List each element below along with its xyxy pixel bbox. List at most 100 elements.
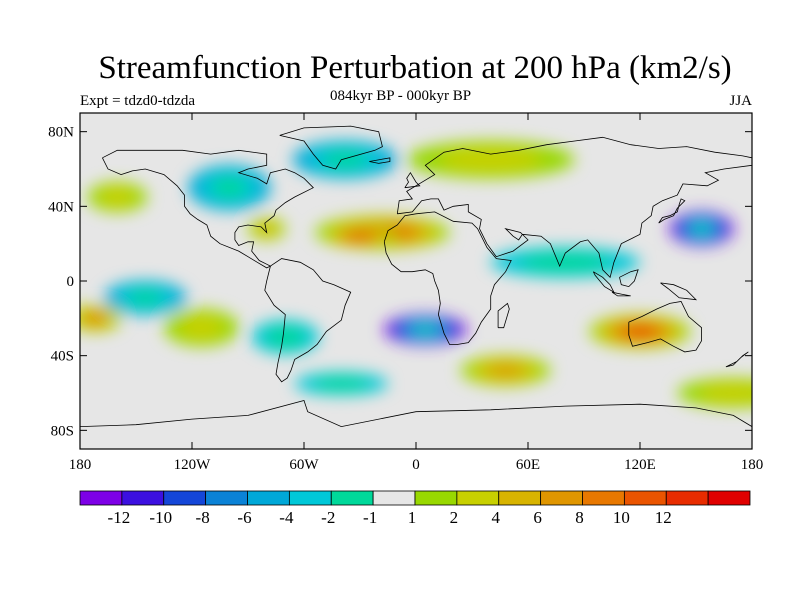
coastline-segment — [102, 149, 314, 269]
anomaly-south-indian-ocean-high — [460, 355, 551, 386]
colorbar-swatch — [582, 490, 625, 506]
lon-tick-label: 0 — [412, 457, 420, 473]
colorbar-swatch — [623, 490, 667, 506]
colorbar-swatch — [163, 490, 207, 506]
anomaly-level — [127, 290, 164, 306]
coastline-segment — [80, 400, 752, 428]
anomaly-level — [352, 233, 368, 239]
colorbar-label: 6 — [533, 508, 542, 527]
colorbar-swatch — [372, 490, 416, 506]
colorbar-label: -1 — [363, 508, 377, 527]
colorbar-swatch — [330, 490, 374, 506]
anomaly-south-america-low — [251, 320, 319, 354]
colorbar-swatch — [247, 490, 290, 506]
colorbar-swatch — [79, 490, 123, 506]
colorbar-swatch — [498, 490, 542, 506]
coastline-segment — [725, 351, 749, 368]
lat-tick-label: 80S — [51, 423, 74, 439]
colorbar-label: -4 — [279, 508, 294, 527]
lat-tick-label: 0 — [67, 274, 75, 290]
anomaly-level — [438, 148, 543, 172]
colorbar-label: 10 — [613, 508, 630, 527]
lon-tick-label: 60E — [516, 457, 540, 473]
coastline-segment — [658, 198, 686, 224]
lon-tick-label: 120E — [624, 457, 656, 473]
lon-tick-label: 180 — [69, 457, 92, 473]
coastline-segment — [279, 125, 383, 170]
experiment-label: Expt = tdzd0-tdzda — [80, 93, 196, 109]
anomaly-pacific-low — [104, 281, 187, 315]
coastline-segment — [404, 171, 421, 189]
streamfunction-field — [80, 141, 752, 408]
colorbar-swatch — [540, 490, 583, 506]
anomaly-level — [629, 327, 651, 335]
colorbar-swatch — [665, 490, 709, 506]
map-panel — [79, 112, 753, 450]
season-label: JJA — [729, 93, 752, 109]
colorbar-label: -6 — [237, 508, 251, 527]
colorbar-label: -8 — [196, 508, 210, 527]
coastline-segment — [660, 282, 698, 301]
colorbar-label: 4 — [492, 508, 501, 527]
anomaly-east-pacific-high — [164, 309, 239, 347]
anomaly-level — [258, 223, 275, 234]
coastline-segment — [628, 301, 702, 353]
anomaly-level — [87, 314, 103, 323]
coastline-segment — [396, 136, 752, 279]
colorbar-label: -2 — [321, 508, 335, 527]
colorbar-label: -12 — [108, 508, 131, 527]
map-background — [80, 113, 752, 449]
colorbar-swatch — [121, 490, 165, 506]
anomaly-level — [694, 225, 709, 233]
coastline-segment — [264, 258, 352, 383]
coastlines — [80, 125, 752, 428]
lat-tick-label: 80N — [48, 125, 74, 141]
lon-tick-label: 180 — [741, 457, 764, 473]
anomaly-eurasia-high — [406, 141, 575, 179]
anomaly-southern-ocean-low — [294, 372, 389, 395]
anomaly-australia-high — [589, 314, 691, 349]
colorbar-label: 2 — [450, 508, 459, 527]
colorbar-swatch — [205, 490, 248, 506]
anomaly-level — [490, 365, 522, 376]
colorbar-label: 1 — [408, 508, 417, 527]
anomaly-north-america-low — [188, 165, 271, 211]
anomaly-northwest-pacific-low — [669, 211, 734, 246]
anomaly-level — [698, 383, 752, 403]
lon-tick-label: 60W — [289, 457, 319, 473]
colorbar-swatch — [456, 490, 500, 506]
anomaly-level — [98, 187, 136, 207]
coastline-segment — [369, 157, 391, 164]
lat-tick-label: 40N — [48, 199, 74, 215]
anomaly-level — [312, 376, 371, 391]
anomaly-south-pacific-high — [677, 378, 752, 408]
coastline-segment — [497, 302, 510, 329]
anomaly-south-atlantic-low — [384, 314, 467, 345]
coastline-segment — [611, 291, 631, 297]
anomaly-level — [264, 326, 307, 348]
map-axes: 80N 40N 0 40S 80S 180 120W 60W 0 60E 120E 180 — [48, 113, 763, 473]
colorbar-label: -10 — [149, 508, 172, 527]
colorbar-swatch — [707, 490, 751, 506]
anomaly-level — [211, 177, 248, 198]
anomaly-north-atlantic-africa-high-core — [322, 225, 398, 248]
coastline-segment — [383, 211, 512, 345]
chart-title: Streamfunction Perturbation at 200 hPa (… — [98, 50, 732, 86]
anomaly-asia-low — [490, 247, 640, 278]
colorbar-label: 8 — [575, 508, 584, 527]
colorbar-swatch — [414, 490, 458, 506]
anomaly-southeast-pacific-high — [80, 305, 122, 332]
anomaly-level — [416, 326, 434, 333]
lon-tick-label: 120W — [174, 457, 212, 473]
coastline-segment — [619, 269, 639, 288]
anomaly-north-pacific-high — [87, 182, 148, 212]
lat-tick-label: 40S — [51, 349, 74, 365]
anomaly-level — [178, 316, 225, 340]
colorbar: -12 -10 -8 -6 -4 -2 -1 1 2 4 6 8 10 12 — [79, 490, 751, 527]
colorbar-swatch — [288, 490, 332, 506]
anomaly-eastern-north-america-high — [247, 217, 286, 240]
colorbar-label: 12 — [655, 508, 672, 527]
anomaly-level — [519, 253, 612, 272]
chart-subtitle: 084kyr BP - 000kyr BP — [330, 88, 472, 104]
